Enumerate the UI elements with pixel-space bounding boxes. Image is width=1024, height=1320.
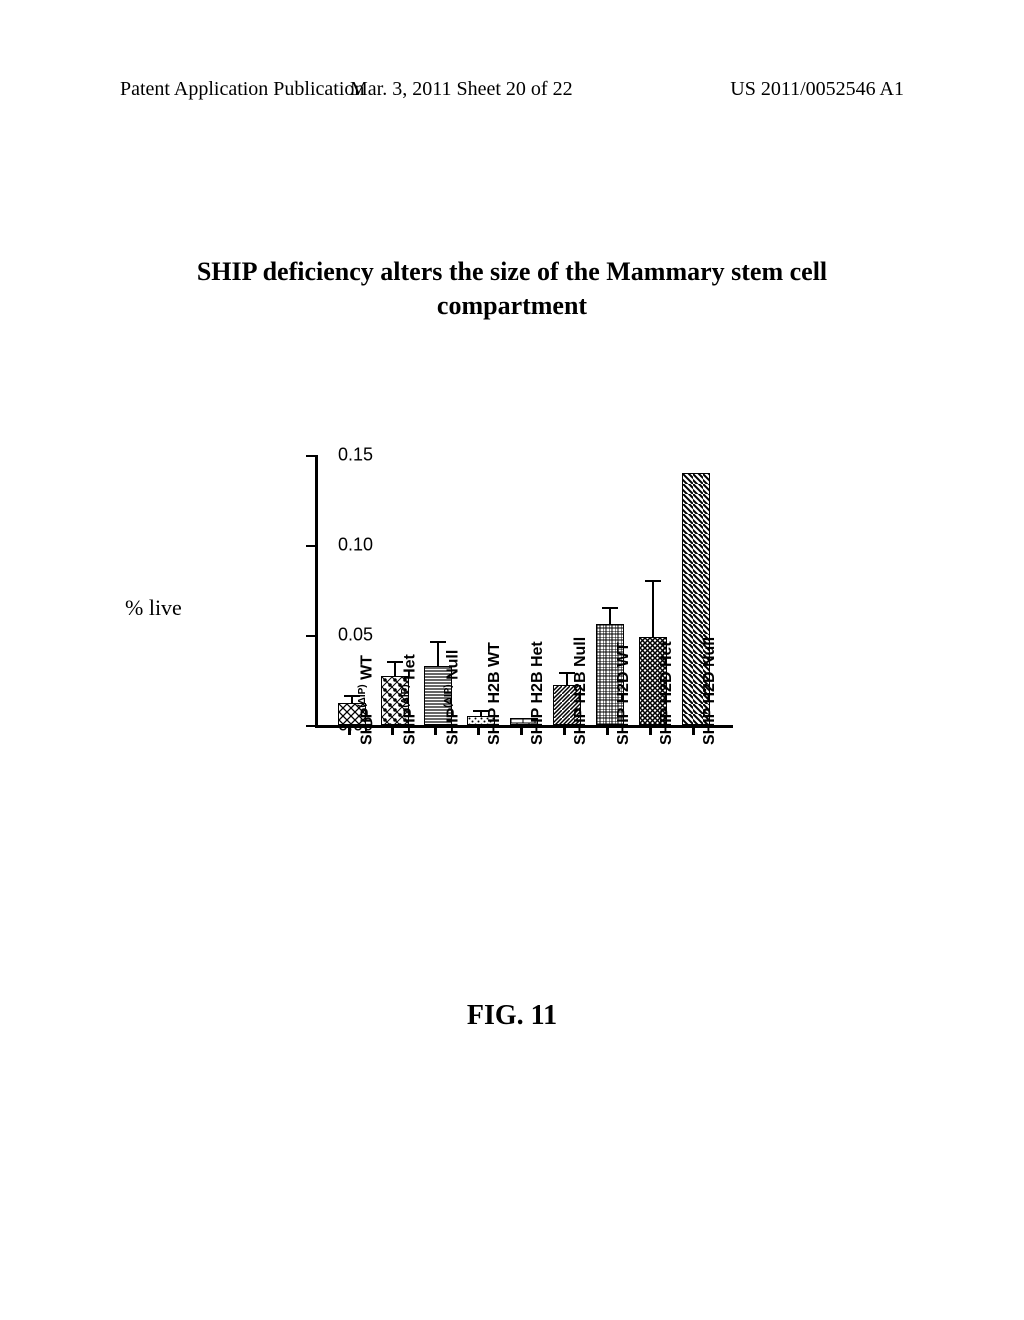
- x-tick: [563, 725, 566, 735]
- figure-label: FIG. 11: [0, 1000, 1024, 1032]
- x-tick: [606, 725, 609, 735]
- x-tick-label: SHIP(ΔIP) Het: [400, 654, 419, 745]
- x-tick-label: SHIP H2B WT: [486, 642, 504, 745]
- x-tick: [477, 725, 480, 735]
- header-right: US 2011/0052546 A1: [730, 78, 904, 101]
- x-tick: [434, 725, 437, 735]
- error-cap: [602, 607, 618, 609]
- x-tick-label: SHIP H2D Het: [658, 641, 676, 745]
- error-bar: [351, 696, 353, 703]
- x-tick: [391, 725, 394, 735]
- bar-chart: 0.000.050.100.15 SHIP(ΔIP) WTSHIP(ΔIP) H…: [250, 455, 730, 775]
- title-line1: SHIP deficiency alters the size of the M…: [197, 257, 827, 286]
- y-tick: [306, 455, 318, 457]
- header-left: Patent Application Publication: [120, 78, 364, 101]
- x-tick-label: SHIP H2D Null: [701, 637, 719, 745]
- error-bar: [566, 673, 568, 686]
- y-axis-label: % live: [125, 595, 182, 621]
- x-tick-label: SHIP H2D WT: [615, 642, 633, 745]
- error-bar: [394, 662, 396, 676]
- x-tick-label: SHIP(ΔIP) WT: [357, 655, 376, 745]
- header-mid: Mar. 3, 2011 Sheet 20 of 22: [350, 78, 573, 101]
- x-tick: [520, 725, 523, 735]
- error-bar: [437, 642, 439, 665]
- x-tick: [692, 725, 695, 735]
- figure-title: SHIP deficiency alters the size of the M…: [0, 255, 1024, 323]
- y-tick: [306, 725, 318, 727]
- x-tick-label: SHIP H2B Null: [572, 637, 590, 745]
- x-tick: [649, 725, 652, 735]
- title-line2: compartment: [437, 291, 587, 320]
- x-tick-label: SHIP(ΔIP) Null: [443, 650, 462, 745]
- x-tick: [348, 725, 351, 735]
- error-bar: [652, 581, 654, 637]
- error-bar: [609, 608, 611, 624]
- x-tick-label: SHIP H2B Het: [529, 641, 547, 745]
- y-tick: [306, 635, 318, 637]
- error-cap: [645, 580, 661, 582]
- y-tick: [306, 545, 318, 547]
- error-cap: [430, 641, 446, 643]
